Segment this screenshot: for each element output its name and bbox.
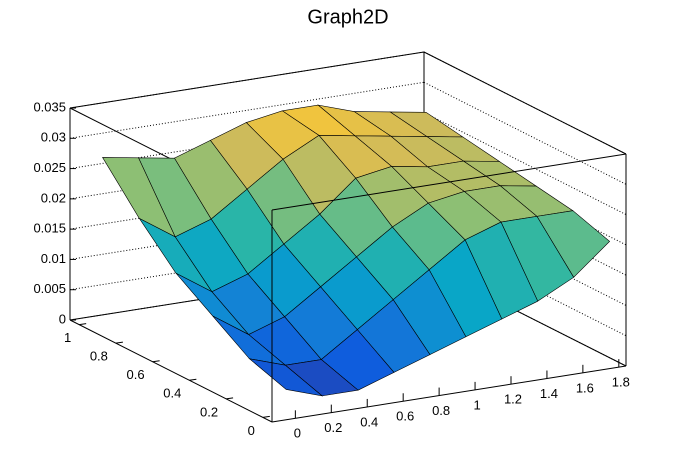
y-tick-label: 0.6 xyxy=(127,367,145,382)
box-edge xyxy=(423,51,627,155)
x-tick-label: 1 xyxy=(473,397,480,412)
x-tick-label: 1.6 xyxy=(576,380,594,395)
y-tick-label: 1 xyxy=(64,330,71,345)
z-tick-label: 0.035 xyxy=(33,99,66,114)
tick-mark xyxy=(226,397,234,400)
y-axis xyxy=(69,319,273,423)
tick-mark xyxy=(262,415,270,418)
tick-mark xyxy=(115,341,123,344)
x-tick-label: 0.2 xyxy=(324,420,342,435)
x-tick-label: 1.2 xyxy=(504,392,522,407)
tick-mark xyxy=(152,360,160,363)
z-tick-label: 0.02 xyxy=(41,190,66,205)
z-tick-label: 0.03 xyxy=(41,130,66,145)
y-tick-label: 0.4 xyxy=(163,386,181,401)
z-tick-label: 0.015 xyxy=(33,221,66,236)
x-axis xyxy=(271,365,627,423)
y-tick-label: 0 xyxy=(248,423,255,438)
box-edge xyxy=(69,51,425,109)
tick-mark xyxy=(79,323,87,326)
y-tick-label: 0.2 xyxy=(200,404,218,419)
tick-mark xyxy=(189,378,197,381)
chart-title: Graph2D xyxy=(307,6,388,28)
z-tick-label: 0.025 xyxy=(33,160,66,175)
x-tick-label: 0.4 xyxy=(360,414,378,429)
z-tick-label: 0.005 xyxy=(33,281,66,296)
box-edge xyxy=(271,153,627,211)
x-tick-label: 1.8 xyxy=(612,375,630,390)
surface-cell xyxy=(248,358,324,397)
z-tick-label: 0 xyxy=(59,311,66,326)
x-tick-label: 0 xyxy=(294,426,301,441)
x-tick-label: 1.4 xyxy=(540,386,558,401)
x-tick-label: 0.8 xyxy=(432,403,450,418)
y-tick-label: 0.8 xyxy=(90,349,108,364)
x-tick-label: 0.6 xyxy=(396,409,414,424)
z-tick-label: 0.01 xyxy=(41,251,66,266)
